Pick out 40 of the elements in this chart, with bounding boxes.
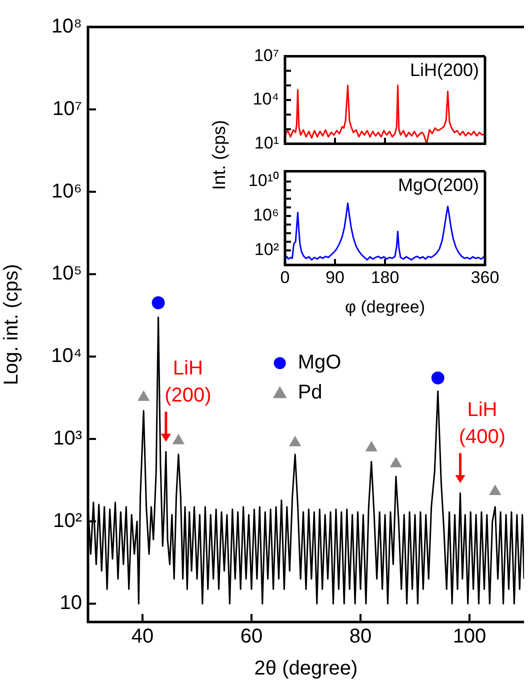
y-tick-label: 10²: [254, 240, 280, 260]
point: [390, 457, 402, 468]
x-tick-label: 90: [326, 268, 344, 287]
y-tick-label: 10: [60, 592, 82, 614]
y-tick-label: 10⁴: [252, 90, 279, 109]
y-tick-label: 10⁵: [51, 262, 82, 285]
x-tick-label: 0: [280, 268, 290, 287]
y-axis-title: Int. (cps): [208, 120, 230, 190]
y-tick-label: 10¹⁰: [248, 171, 279, 190]
y-axis-title: Log. int. (cps): [0, 264, 23, 386]
y-tick-label: 10⁶: [253, 206, 279, 225]
y-tick-label: 10⁷: [52, 98, 82, 120]
annotation: LiH (200): [164, 358, 212, 407]
y-tick-label: 10¹: [254, 133, 280, 152]
y-tick-label: 10⁶: [52, 180, 82, 202]
x-tick-label: 60: [240, 626, 263, 648]
x-tick-label: 80: [349, 626, 372, 648]
y-tick-label: 10⁷: [254, 46, 279, 65]
point: [172, 434, 184, 444]
point: [366, 441, 378, 452]
y-tick-label: 10⁸: [51, 16, 82, 38]
y-tick-label: 10²: [53, 510, 82, 532]
chart-title: LiH(200): [410, 60, 479, 80]
x-tick-label: 180: [370, 268, 400, 287]
y-tick-label: 10³: [53, 427, 82, 450]
legend-label: MgO: [298, 352, 342, 374]
point: [152, 296, 165, 310]
x-axis-title: 2θ (degree): [254, 658, 358, 680]
x-tick-label: 360: [470, 268, 500, 287]
point: [138, 390, 150, 401]
chart-title: MgO(200): [398, 175, 479, 196]
point: [289, 436, 301, 446]
x-axis-title: φ (degree): [344, 297, 426, 316]
x-tick-label: 100: [452, 626, 486, 648]
point: [431, 371, 444, 384]
point: [489, 485, 501, 496]
y-tick-label: 10⁴: [51, 345, 82, 368]
annotation: LiH (400): [458, 399, 506, 448]
x-tick-label: 40: [131, 626, 154, 648]
legend-label: Pd: [298, 382, 322, 404]
